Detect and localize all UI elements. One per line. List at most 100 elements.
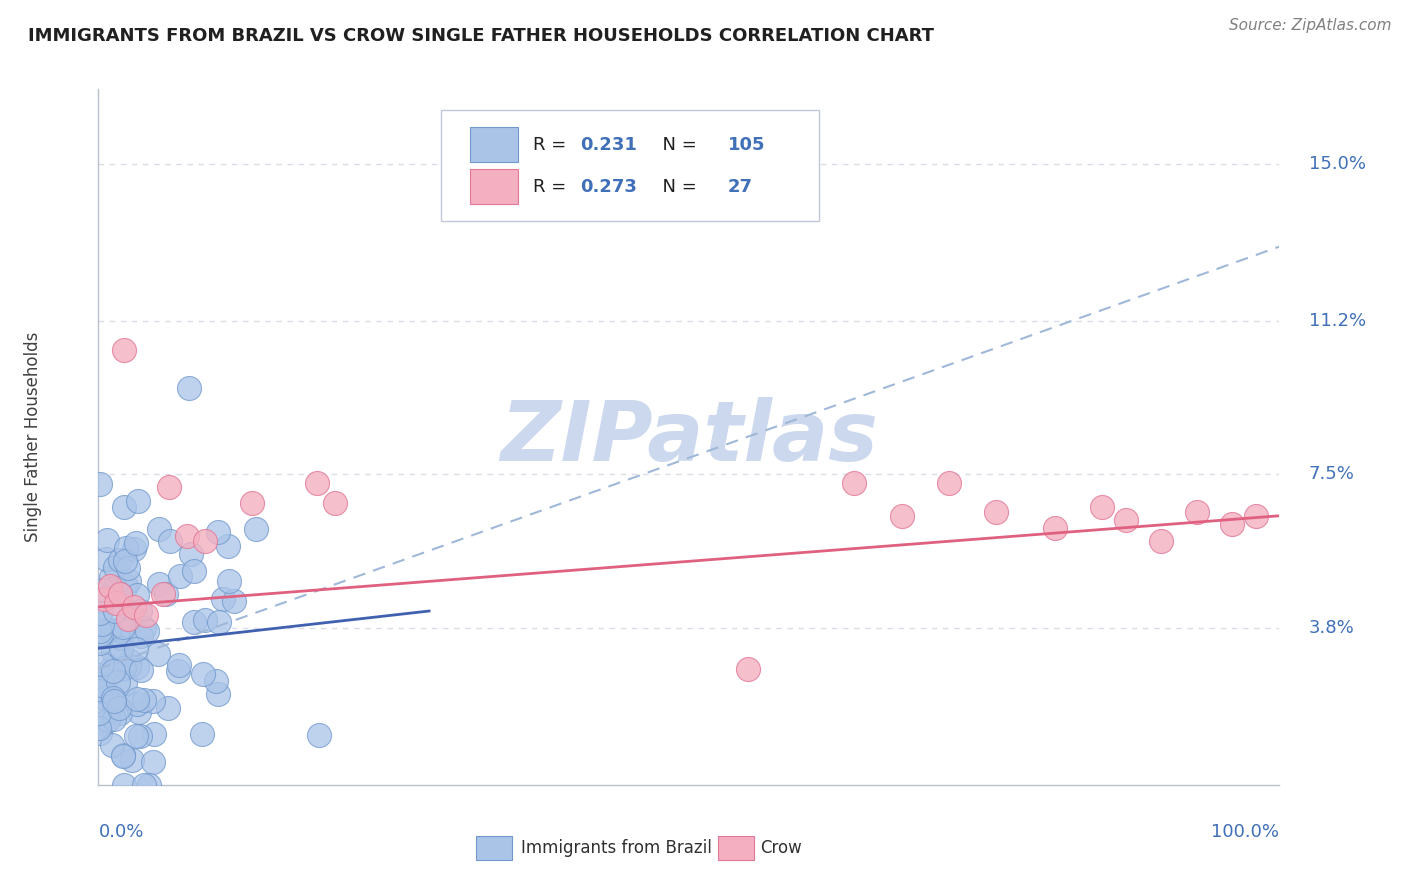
Point (114, 676, 136, 690)
Point (183, 564, 205, 578)
Point (122, 541, 145, 556)
Point (112, 661, 135, 675)
Text: 3.8%: 3.8% (1309, 618, 1355, 637)
Point (129, 729, 152, 743)
Text: 0.0%: 0.0% (98, 823, 143, 841)
Point (125, 729, 148, 743)
Point (132, 693, 155, 707)
Point (115, 579, 138, 593)
Point (134, 778, 156, 792)
Point (108, 587, 131, 601)
Point (94, 680, 117, 694)
Point (128, 705, 150, 719)
Point (125, 660, 148, 674)
Text: R =: R = (533, 136, 572, 153)
Point (1091, 500, 1114, 515)
Point (167, 658, 190, 673)
Point (93, 591, 115, 606)
Text: 0.273: 0.273 (581, 178, 637, 195)
Point (152, 587, 174, 601)
Point (135, 624, 157, 639)
Point (245, 522, 267, 536)
Point (112, 747, 135, 762)
Point (115, 541, 138, 555)
Point (87, 668, 110, 682)
Point (308, 728, 330, 742)
Text: N =: N = (651, 178, 703, 195)
Point (890, 508, 912, 523)
Point (157, 480, 180, 494)
Point (93, 583, 115, 598)
Text: Crow: Crow (759, 839, 801, 857)
Point (211, 592, 233, 607)
Point (93, 715, 115, 730)
Point (208, 615, 231, 630)
Point (844, 475, 866, 490)
Point (101, 660, 124, 674)
Point (1115, 513, 1137, 527)
Point (103, 693, 125, 707)
Text: 0.231: 0.231 (581, 136, 637, 153)
Text: 7.5%: 7.5% (1309, 466, 1355, 483)
Point (90, 616, 112, 631)
Point (176, 529, 198, 543)
Point (117, 561, 139, 575)
Point (737, 662, 759, 676)
Point (135, 608, 157, 623)
Point (96, 533, 118, 547)
Point (108, 587, 131, 601)
Point (110, 623, 132, 637)
Point (104, 582, 127, 596)
Point (305, 475, 328, 490)
Text: Single Father Households: Single Father Households (24, 332, 42, 542)
Point (125, 642, 148, 657)
Point (89, 606, 111, 620)
Point (194, 533, 217, 548)
Point (127, 692, 149, 706)
Point (87, 677, 110, 691)
Point (129, 663, 152, 677)
Point (134, 621, 156, 635)
Text: Source: ZipAtlas.com: Source: ZipAtlas.com (1229, 18, 1392, 33)
Point (205, 673, 228, 688)
Point (1185, 505, 1208, 519)
Point (169, 569, 191, 583)
Point (323, 496, 346, 510)
Point (101, 690, 124, 705)
Bar (718, 837, 754, 860)
Point (110, 640, 132, 655)
Point (101, 643, 124, 657)
Point (224, 593, 246, 607)
Point (108, 706, 131, 720)
Point (1043, 521, 1066, 535)
Point (938, 475, 960, 490)
Bar (471, 169, 517, 204)
Point (91, 657, 114, 672)
Point (107, 701, 129, 715)
Text: 100.0%: 100.0% (1212, 823, 1279, 841)
Point (118, 574, 141, 588)
Point (118, 654, 141, 668)
Point (142, 755, 165, 769)
Point (89, 624, 111, 638)
Point (1220, 516, 1243, 531)
Point (180, 547, 202, 561)
Text: 105: 105 (728, 136, 765, 153)
Point (194, 613, 217, 627)
Point (129, 604, 152, 618)
Point (110, 631, 132, 645)
Point (183, 615, 205, 629)
Point (87, 721, 110, 735)
Point (1150, 533, 1173, 548)
Point (143, 727, 166, 741)
Point (127, 494, 149, 508)
Point (94, 552, 117, 566)
Bar (471, 128, 517, 162)
Point (207, 687, 229, 701)
Point (101, 739, 124, 753)
Point (218, 574, 240, 588)
Point (155, 587, 177, 601)
Text: Immigrants from Brazil: Immigrants from Brazil (522, 839, 711, 857)
Text: N =: N = (651, 136, 703, 153)
Point (103, 604, 125, 618)
